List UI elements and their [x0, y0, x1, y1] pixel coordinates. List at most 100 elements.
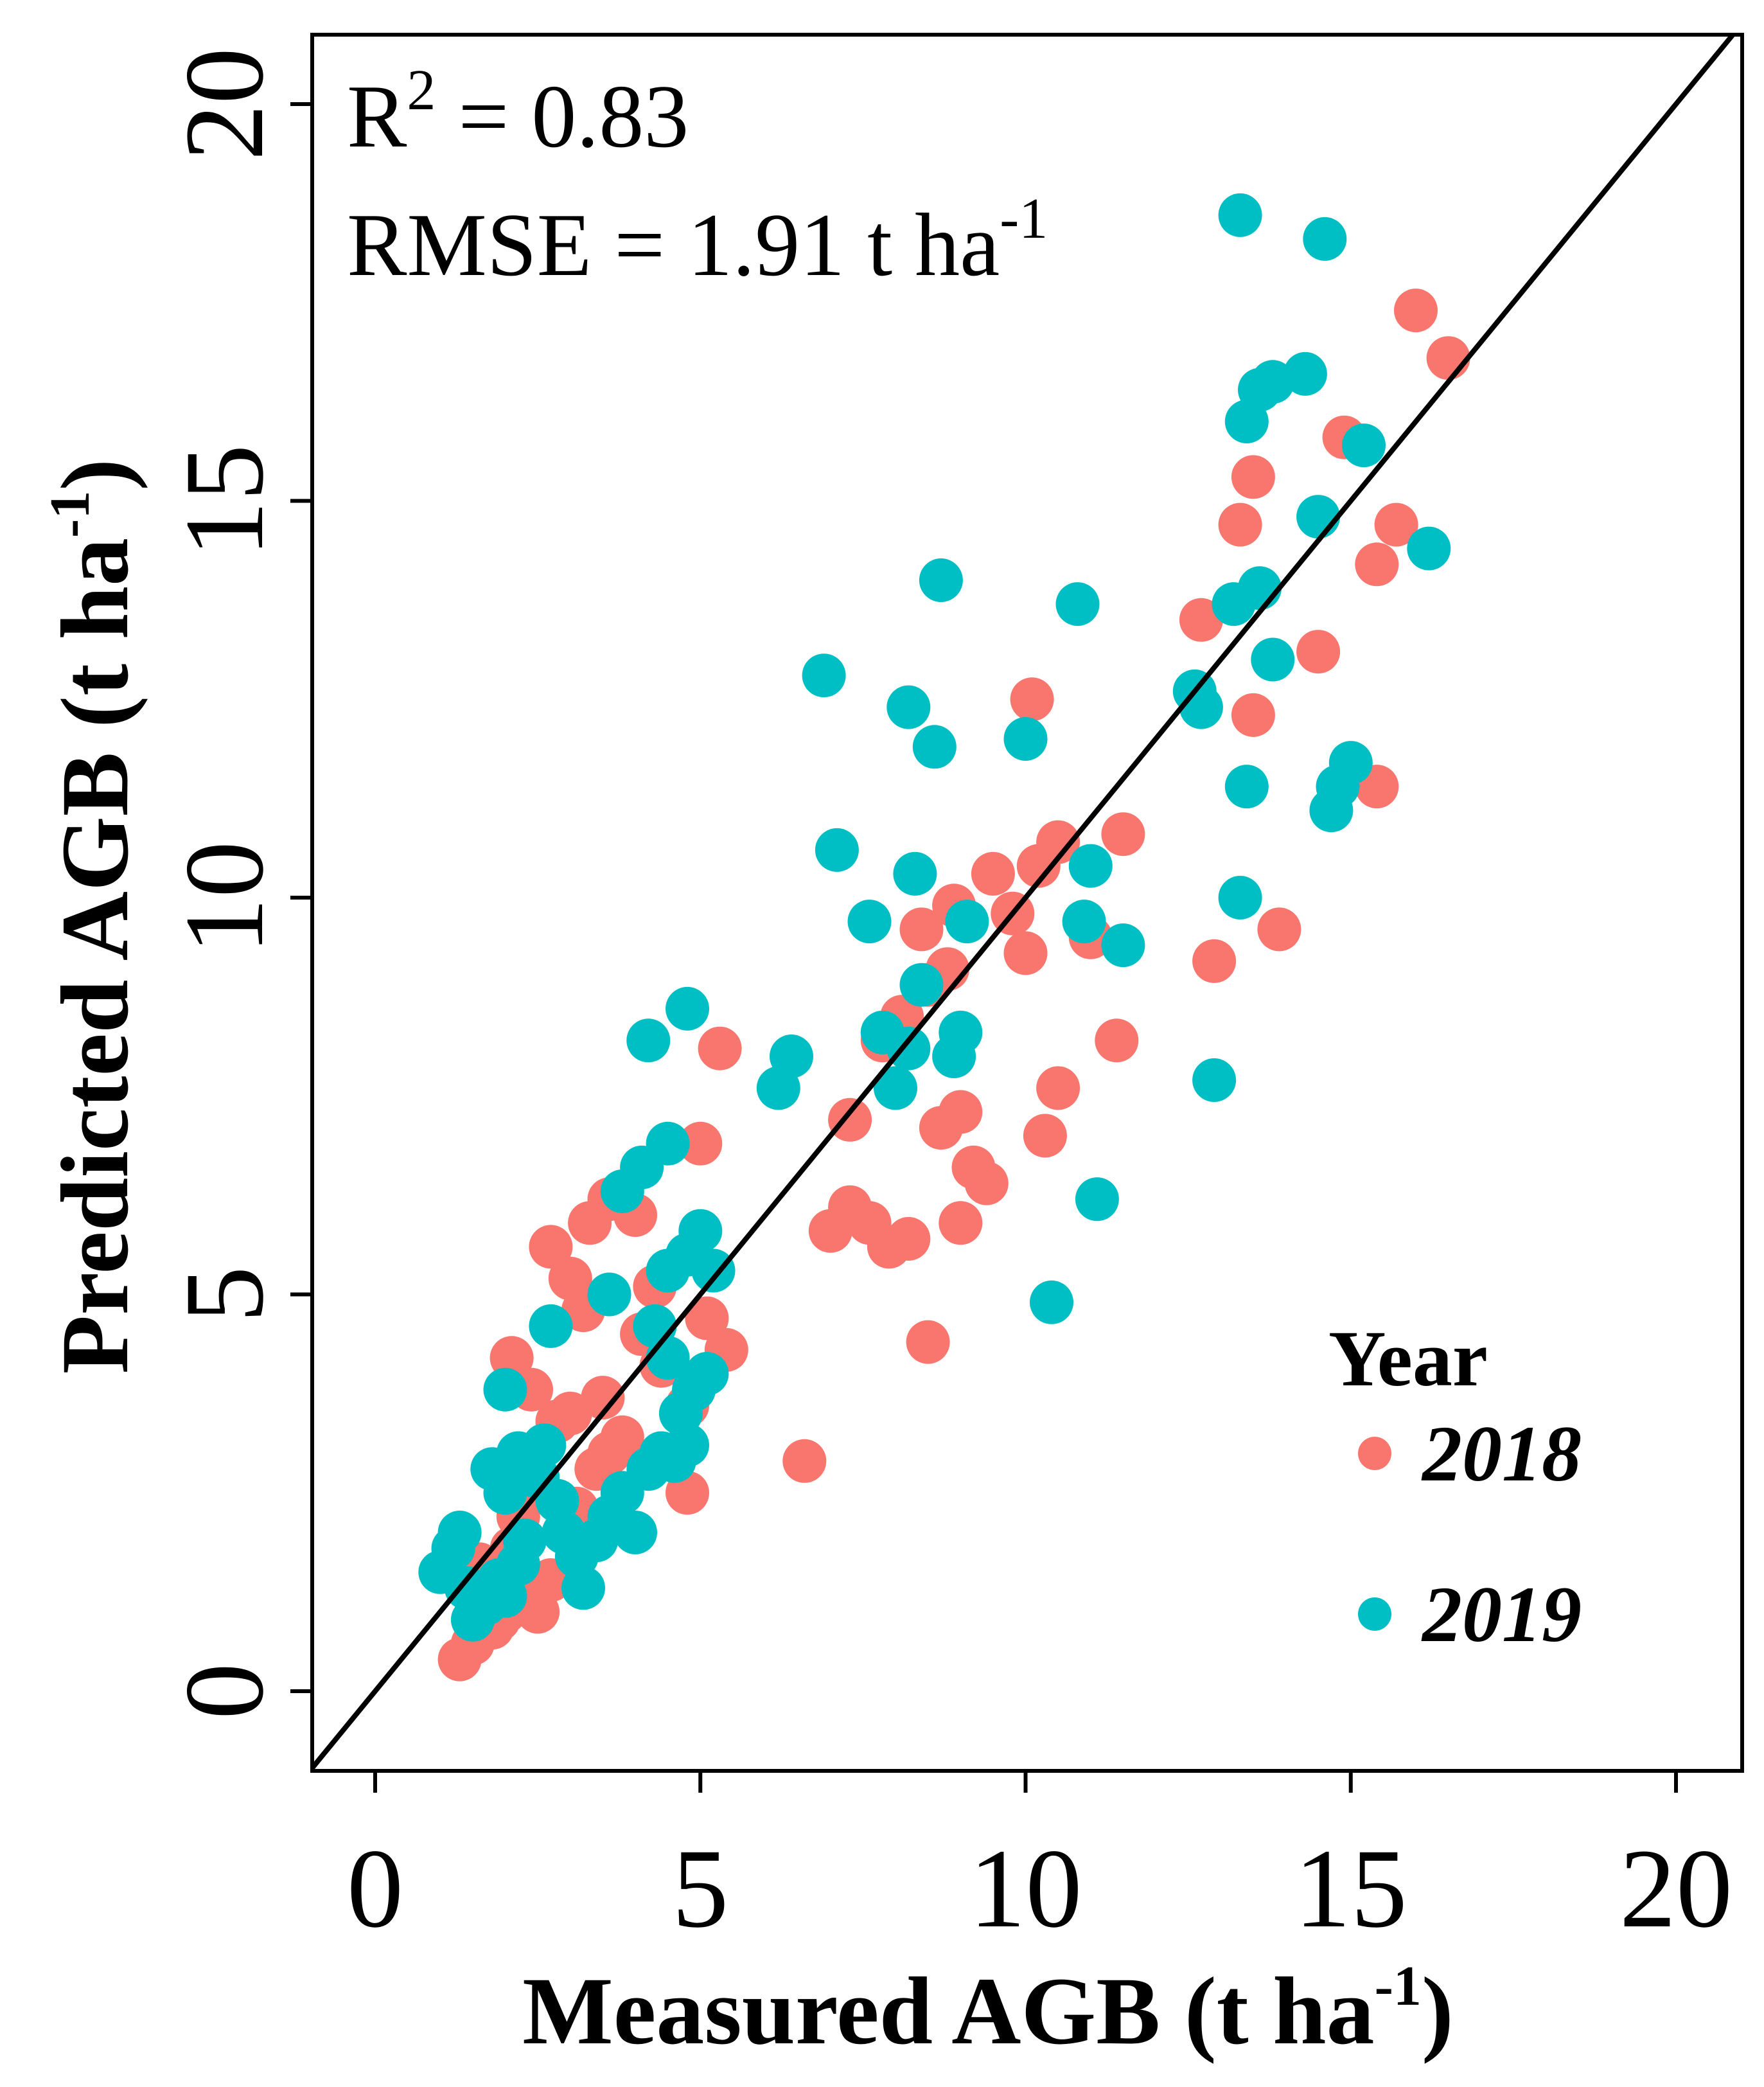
point-2018-18 — [581, 1376, 625, 1420]
point-2018-42 — [828, 1097, 872, 1142]
point-2018-71 — [1296, 630, 1341, 674]
point-2018-29 — [685, 1296, 729, 1340]
point-2018-69 — [1231, 693, 1275, 737]
point-2019-59 — [945, 900, 989, 944]
point-2019-22 — [613, 1511, 657, 1554]
point-2019-72 — [1224, 765, 1269, 809]
point-2019-74 — [1251, 637, 1295, 682]
point-2018-56 — [1003, 931, 1048, 975]
point-2019-85 — [1218, 193, 1262, 237]
y-tick-label: 20 — [162, 48, 287, 161]
x-tick-label: 0 — [347, 1826, 403, 1951]
point-2019-9 — [502, 1518, 547, 1563]
point-2018-59 — [1010, 677, 1054, 722]
point-2018-70 — [1257, 907, 1301, 952]
point-2018-35 — [782, 1439, 827, 1483]
point-2019-37 — [483, 1367, 527, 1412]
point-2018-66 — [1192, 939, 1237, 983]
point-2019-29 — [685, 1352, 729, 1396]
point-2018-40 — [886, 1217, 931, 1261]
point-2019-50 — [874, 1066, 917, 1110]
point-2018-50 — [964, 1161, 1009, 1205]
point-2018-65 — [1179, 598, 1223, 642]
y-axis-title: Predicted AGB (t ha-1) — [39, 459, 148, 1374]
point-2019-31 — [633, 1304, 677, 1348]
point-2019-71 — [1218, 876, 1262, 919]
point-2019-47 — [815, 828, 859, 872]
legend-label-2018: 2018 — [1421, 1410, 1582, 1498]
point-2018-58 — [1036, 820, 1080, 864]
y-axis-ticks: 0 5 10 15 20 — [162, 48, 312, 1719]
legend-title: Year — [1328, 1315, 1488, 1403]
point-2018-48 — [939, 1090, 983, 1134]
point-2019-48 — [847, 900, 892, 944]
point-2018-77 — [1426, 336, 1470, 380]
point-2018-67 — [1218, 502, 1262, 547]
x-axis-title: Measured AGB (t ha-1) — [522, 1955, 1454, 2065]
x-tick-label: 20 — [1619, 1826, 1733, 1951]
point-2019-63 — [1062, 900, 1106, 944]
point-2019-46 — [802, 653, 846, 698]
point-2019-36 — [587, 1272, 631, 1317]
point-2018-31 — [678, 1121, 723, 1166]
point-2018-32 — [698, 1026, 742, 1070]
point-2019-52 — [886, 685, 931, 729]
point-2019-58 — [939, 1010, 983, 1054]
point-2018-20 — [529, 1225, 573, 1269]
point-2019-35 — [691, 1248, 736, 1293]
point-2019-66 — [1101, 923, 1145, 968]
point-2019-38 — [529, 1304, 573, 1348]
point-2019-34 — [678, 1209, 723, 1253]
point-2019-65 — [1075, 1177, 1119, 1221]
points-layer — [418, 193, 1470, 1682]
legend: Year 2018 2019 — [1328, 1315, 1582, 1658]
point-2019-60 — [1003, 717, 1048, 761]
x-tick-label: 15 — [1294, 1826, 1407, 1951]
legend-label-2019: 2019 — [1421, 1570, 1582, 1658]
point-2019-41 — [646, 1121, 690, 1166]
point-2018-60 — [1023, 1114, 1067, 1158]
y-tick-label: 5 — [162, 1266, 287, 1323]
point-2018-54 — [971, 851, 1015, 896]
point-2019-53 — [893, 851, 937, 896]
point-2019-79 — [1296, 495, 1341, 539]
point-2018-61 — [1036, 1066, 1080, 1110]
point-2019-61 — [1030, 1280, 1073, 1324]
point-2019-82 — [1328, 741, 1373, 785]
point-2019-69 — [1192, 1058, 1237, 1102]
point-2019-14 — [522, 1423, 567, 1468]
point-2019-68 — [1179, 685, 1223, 729]
point-2018-41 — [906, 1320, 950, 1364]
point-2018-68 — [1231, 455, 1275, 499]
rmse-annotation: RMSE = 1.91 t ha-1 — [347, 187, 1048, 295]
point-2018-52 — [899, 907, 944, 952]
point-2019-51 — [886, 1026, 931, 1070]
point-2019-64 — [1068, 844, 1113, 888]
point-2019-3 — [437, 1511, 482, 1554]
point-2018-64 — [1101, 812, 1145, 857]
point-2019-11 — [483, 1471, 527, 1515]
point-2018-51 — [939, 1201, 983, 1245]
x-tick-label: 10 — [969, 1826, 1082, 1951]
point-2018-63 — [1095, 1018, 1139, 1063]
point-2018-74 — [1355, 542, 1399, 587]
point-2019-56 — [919, 558, 963, 602]
point-2019-86 — [1303, 217, 1347, 261]
y-tick-label: 10 — [162, 841, 287, 954]
point-2019-83 — [1342, 423, 1386, 468]
point-2018-17 — [548, 1391, 592, 1435]
legend-marker-2019 — [1358, 1597, 1391, 1631]
point-2019-84 — [1407, 526, 1451, 571]
point-2019-73 — [1238, 566, 1282, 610]
x-tick-label: 5 — [672, 1826, 728, 1951]
y-tick-label: 15 — [162, 445, 287, 558]
point-2019-55 — [912, 725, 957, 769]
point-2019-42 — [626, 1018, 671, 1063]
point-2018-19 — [600, 1415, 644, 1459]
point-2019-78 — [1283, 351, 1327, 396]
point-2019-43 — [666, 986, 709, 1031]
y-tick-label: 0 — [162, 1663, 287, 1719]
legend-marker-2018 — [1358, 1437, 1391, 1470]
r2-annotation: R2 = 0.83 — [347, 58, 689, 166]
